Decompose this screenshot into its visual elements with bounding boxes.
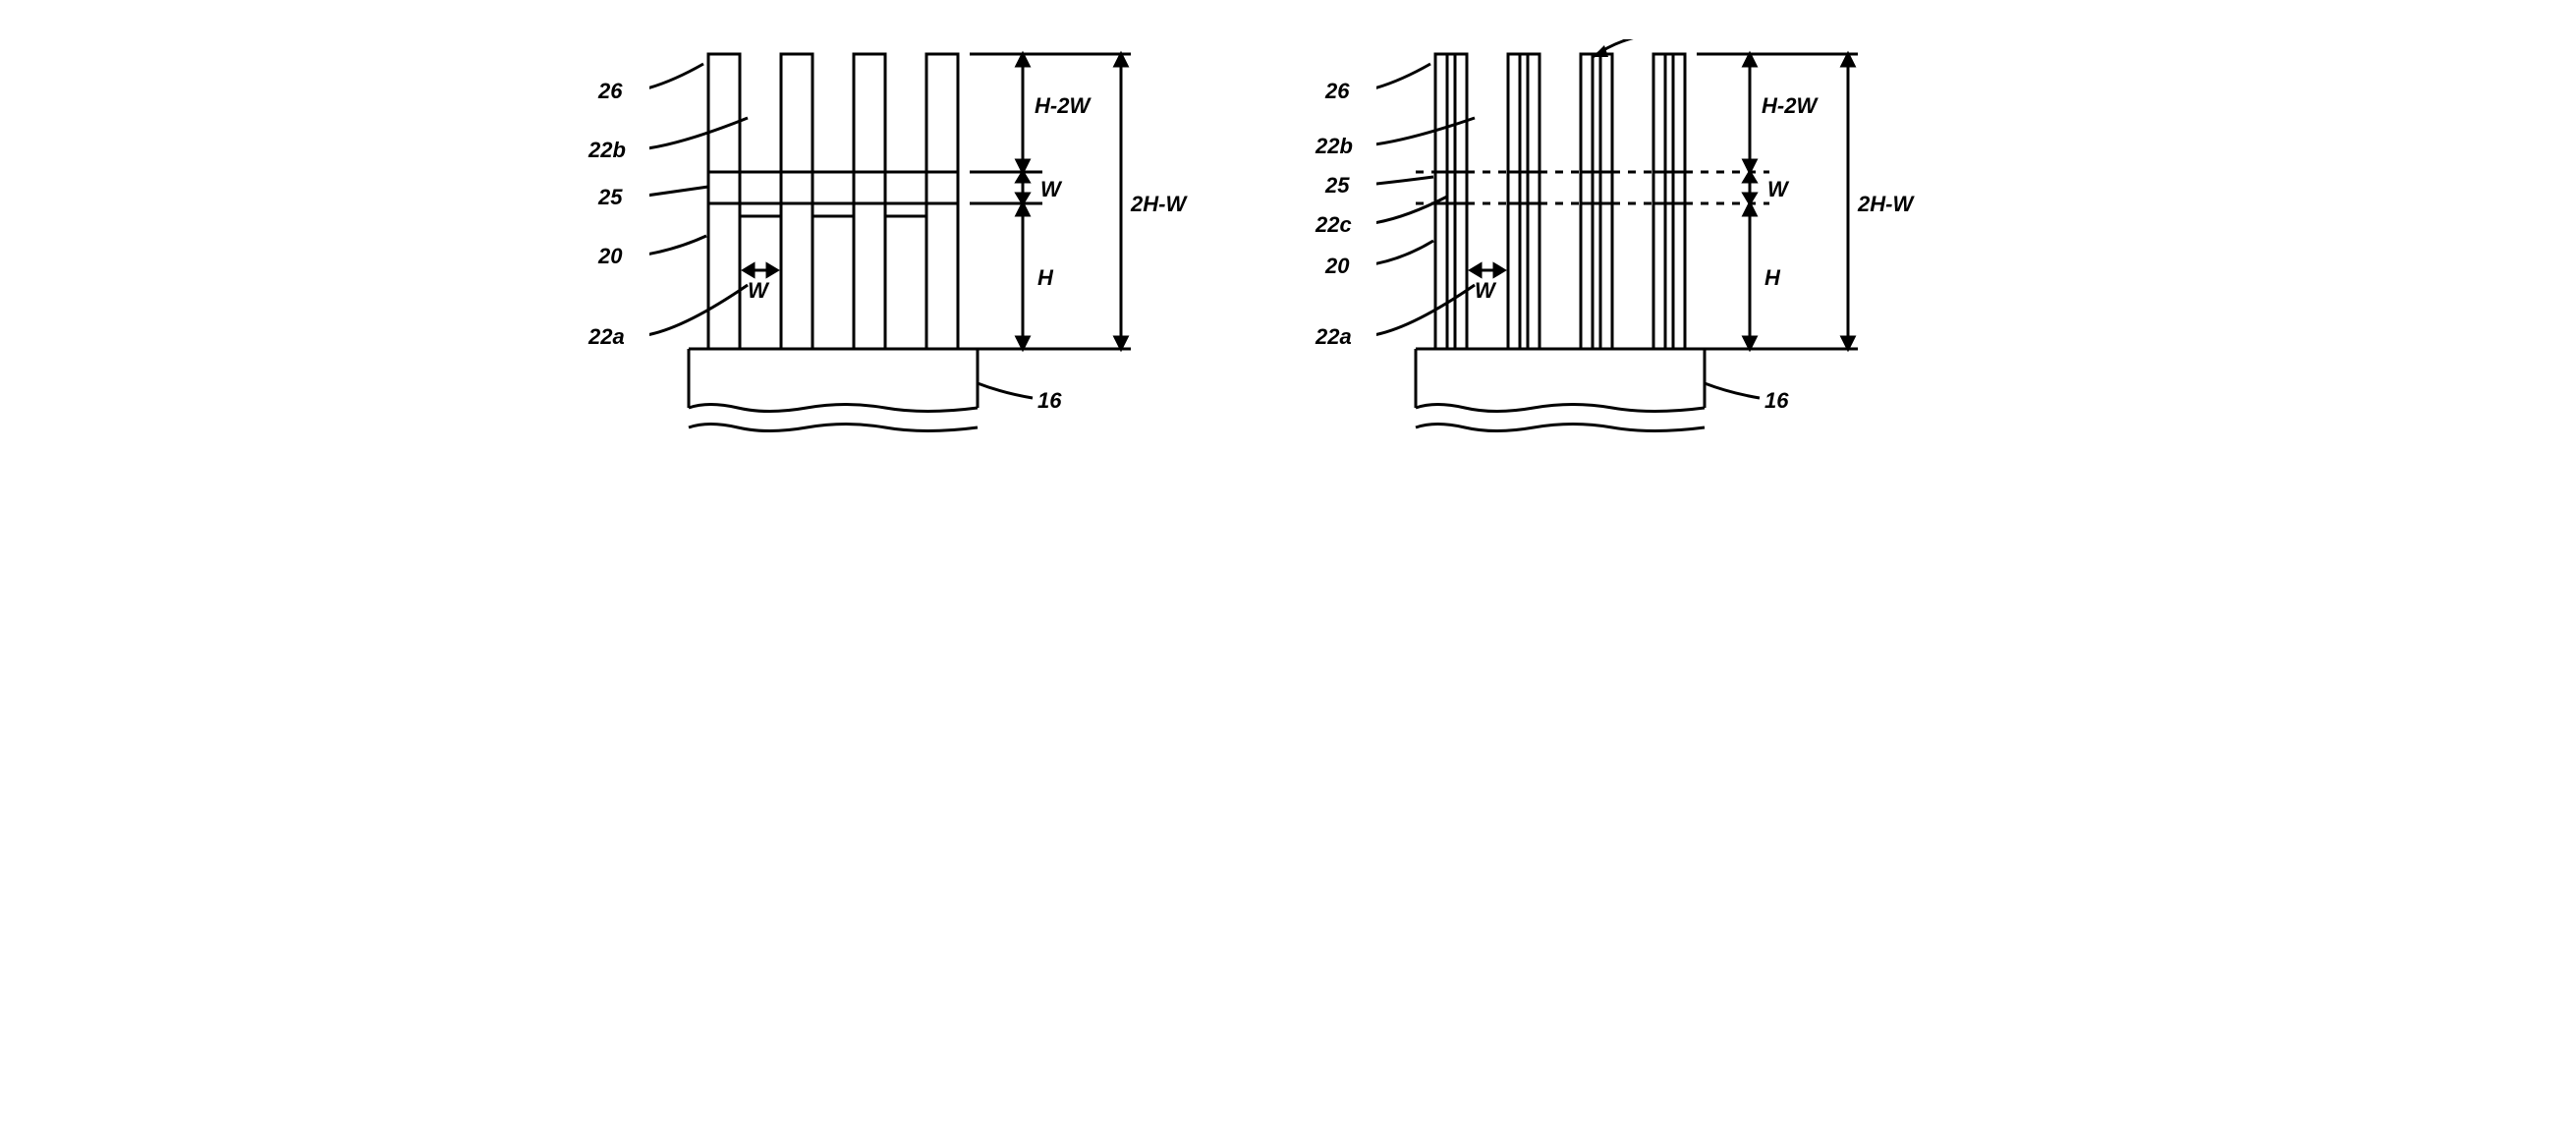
figure-right: 26 22b 25 22c 20 22a 22 xyxy=(1376,39,1927,452)
label-20-r: 20 xyxy=(1325,254,1349,279)
dim-h: H xyxy=(1037,265,1054,290)
label-22a-r: 22a xyxy=(1316,324,1352,350)
label-20: 20 xyxy=(598,244,622,269)
dim-2h-w-r: 2H-W xyxy=(1857,192,1915,216)
dim-h-2w: H-2W xyxy=(1035,93,1092,118)
label-22b: 22b xyxy=(588,138,626,163)
dim-w-mid: W xyxy=(1040,177,1063,201)
figure-right-svg: 22 xyxy=(1376,39,1927,452)
label-22c-r: 22c xyxy=(1316,212,1352,238)
dim-w-inside: W xyxy=(748,278,770,303)
dim-2h-w: 2H-W xyxy=(1130,192,1188,216)
label-25-r: 25 xyxy=(1325,173,1349,199)
figures-container: 26 22b 25 20 22a xyxy=(649,39,1927,452)
label-22a: 22a xyxy=(588,324,625,350)
dim-w-mid-r: W xyxy=(1767,177,1790,201)
label-22-top: 22 xyxy=(1688,39,1713,44)
label-16-r: 16 xyxy=(1764,388,1789,413)
figure-left: 26 22b 25 20 22a xyxy=(649,39,1200,452)
figure-left-svg: W H-2W W H xyxy=(649,39,1200,452)
label-22b-r: 22b xyxy=(1316,134,1353,159)
dim-h-r: H xyxy=(1764,265,1781,290)
label-25: 25 xyxy=(598,185,622,210)
dim-w-inside-r: W xyxy=(1475,278,1497,303)
label-26: 26 xyxy=(598,79,622,104)
label-16: 16 xyxy=(1037,388,1062,413)
label-26-r: 26 xyxy=(1325,79,1349,104)
dim-h-2w-r: H-2W xyxy=(1762,93,1819,118)
